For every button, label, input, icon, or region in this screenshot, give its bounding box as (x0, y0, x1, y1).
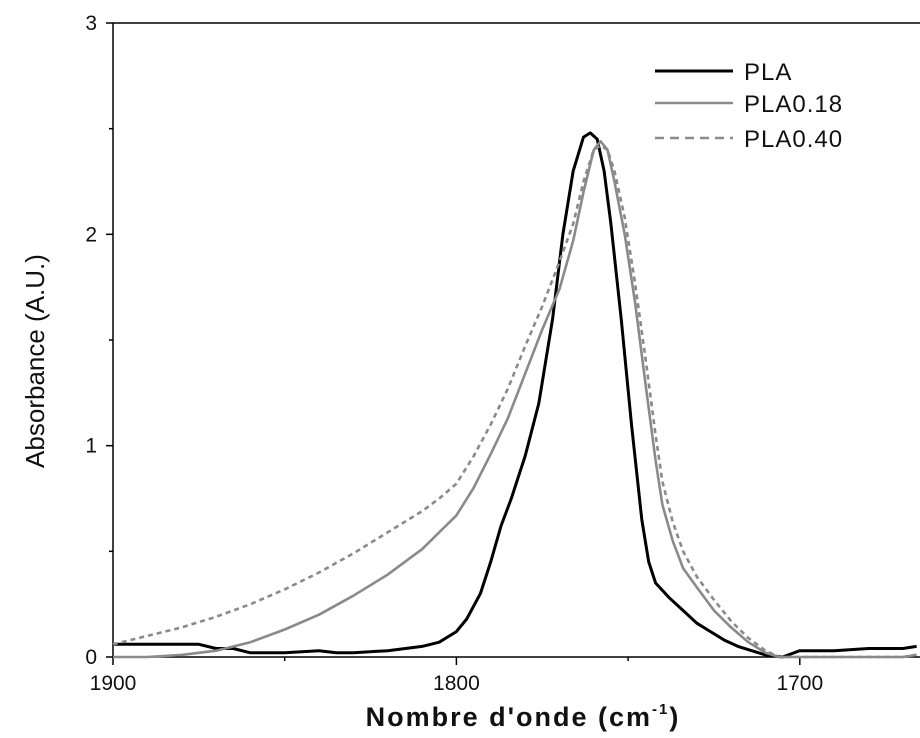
plot-frame (112, 22, 920, 658)
x-tick-label: 1900 (90, 672, 137, 695)
x-axis-title: Nombre d'onde (cm-1) (366, 701, 681, 732)
legend-label: PLA0.18 (744, 91, 843, 118)
y-tick-label: 2 (85, 223, 97, 246)
legend: PLA PLA0.18 PLA0.40 (655, 59, 843, 153)
legend-label: PLA (744, 59, 792, 86)
series-line-pla (113, 131, 917, 659)
y-axis-ticks: 0 1 2 3 (85, 12, 113, 669)
legend-label: PLA0.40 (744, 126, 843, 153)
y-tick-label: 3 (85, 12, 97, 35)
y-tick-label: 0 (85, 646, 97, 669)
y-axis-title: Absorbance (A.U.) (20, 254, 50, 468)
y-tick-label: 1 (85, 435, 97, 458)
x-axis-ticks: 1900 1800 1700 (90, 657, 823, 695)
x-tick-label: 1800 (433, 672, 480, 695)
series-line-pla0-40 (112, 144, 917, 659)
series-lines (112, 131, 917, 659)
series-line-pla0-18 (113, 140, 917, 659)
x-tick-label: 1700 (776, 672, 823, 695)
